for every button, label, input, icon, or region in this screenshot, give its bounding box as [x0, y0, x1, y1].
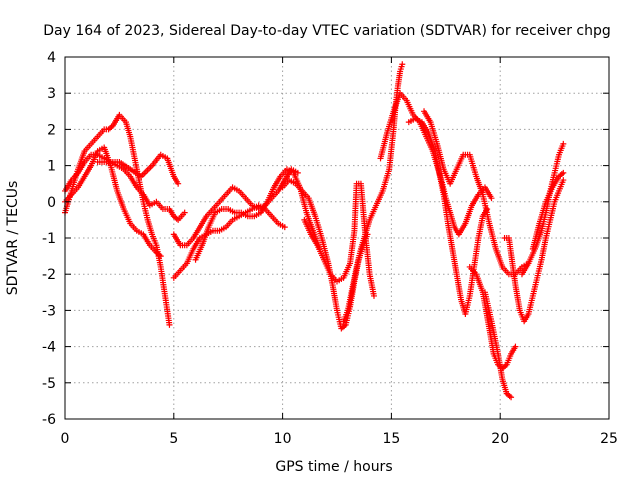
- series-track-12: [405, 115, 491, 318]
- data-point: [281, 224, 288, 231]
- data-point: [181, 209, 188, 216]
- data-point: [512, 343, 519, 350]
- y-tick-label: -2: [42, 267, 56, 283]
- x-tick-label: 25: [600, 431, 618, 447]
- data-point: [157, 253, 164, 260]
- series-track-8: [279, 177, 371, 332]
- series-track-18: [529, 169, 567, 252]
- series-track-1: [62, 111, 173, 328]
- x-axis-title: GPS time / hours: [275, 459, 392, 475]
- y-axis-title: SDTVAR / TECUs: [5, 181, 21, 296]
- axis-ticks: 0 5 10 15 20 25 -6 -5 -4 -3 -2 -1 0 1 2 3 4: [42, 50, 618, 447]
- y-tick-label: -4: [42, 340, 56, 356]
- data-point: [508, 394, 515, 401]
- series-track-9: [301, 180, 377, 299]
- y-tick-label: 1: [47, 159, 56, 175]
- series-track-4: [94, 151, 182, 187]
- series-track-15: [481, 289, 515, 401]
- data-point: [166, 321, 173, 328]
- chart-title: Day 164 of 2023, Sidereal Day-to-day VTE…: [43, 23, 611, 39]
- series-track-11: [377, 90, 495, 238]
- data-marks: [62, 61, 567, 401]
- series-track-7: [192, 166, 323, 263]
- x-tick-label: 20: [491, 431, 509, 447]
- data-point: [488, 195, 495, 202]
- x-tick-label: 0: [61, 431, 70, 447]
- x-tick-label: 10: [274, 431, 292, 447]
- data-point: [175, 180, 182, 187]
- y-tick-label: -6: [42, 412, 56, 428]
- data-point: [560, 169, 567, 176]
- series-track-17: [518, 140, 567, 278]
- y-tick-label: 2: [47, 122, 56, 138]
- y-tick-label: 0: [47, 195, 56, 211]
- series-track-16: [501, 177, 567, 325]
- data-point: [399, 61, 406, 68]
- x-tick-label: 15: [382, 431, 400, 447]
- data-point: [560, 140, 567, 147]
- y-tick-label: 4: [47, 50, 56, 66]
- data-point: [560, 177, 567, 184]
- x-tick-label: 5: [169, 431, 178, 447]
- y-tick-label: 3: [47, 86, 56, 102]
- y-tick-label: -5: [42, 376, 56, 392]
- y-tick-label: -1: [42, 231, 56, 247]
- y-tick-label: -3: [42, 303, 56, 319]
- series-track-10: [340, 61, 406, 325]
- data-point: [370, 292, 377, 299]
